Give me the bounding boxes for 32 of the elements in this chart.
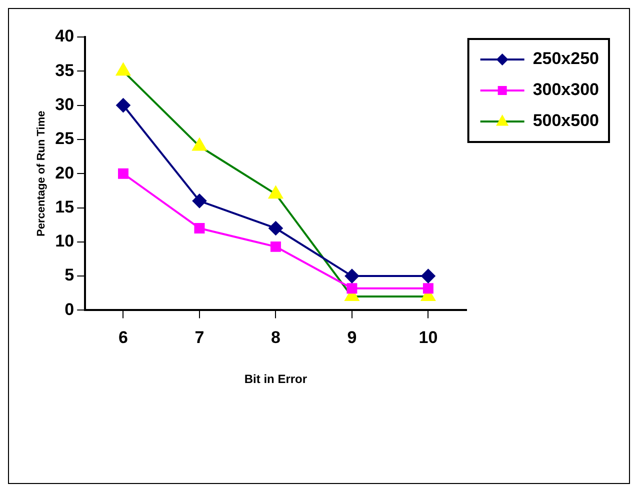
y-tick-label: 30 — [55, 94, 74, 114]
point — [422, 283, 434, 294]
y-tick-label: 35 — [55, 60, 74, 80]
point — [421, 269, 436, 284]
point — [344, 269, 359, 284]
legend-label: 500x500 — [532, 111, 600, 130]
point — [346, 283, 358, 294]
y-tick-label: 20 — [55, 163, 74, 182]
y-tick-label: 10 — [55, 232, 74, 251]
y-axis-title: Percentage of Run Time — [36, 110, 48, 236]
y-tick-label: 40 — [55, 26, 74, 46]
point — [194, 223, 205, 234]
y-tick-label: 0 — [64, 300, 74, 319]
x-tick-label: 8 — [270, 328, 280, 348]
point — [270, 241, 281, 252]
point — [192, 194, 206, 208]
y-tick-label: 15 — [55, 197, 74, 216]
legend-label: 250x250 — [532, 49, 600, 68]
legend-label: 300x300 — [532, 80, 600, 100]
x-tick-label: 7 — [194, 328, 204, 348]
point — [268, 221, 283, 236]
point — [116, 63, 130, 76]
point — [192, 138, 207, 151]
point — [268, 186, 283, 199]
y-tick-label: 5 — [64, 266, 74, 285]
point — [116, 98, 130, 112]
x-axis-title: Bit in Error — [244, 372, 308, 386]
x-tick-label: 10 — [418, 328, 438, 348]
point — [118, 168, 128, 179]
x-tick-label: 9 — [347, 328, 357, 348]
x-tick-label: 6 — [118, 328, 128, 348]
y-tick-label: 25 — [55, 129, 74, 148]
